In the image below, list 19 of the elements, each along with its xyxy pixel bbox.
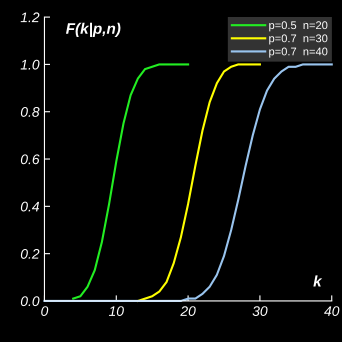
y-tick-label: 0.2: [20, 248, 40, 259]
y-tick-label: 0.8: [20, 107, 40, 117]
x-tick-label: 0: [41, 306, 48, 316]
y-tick-label: 0.0: [20, 296, 40, 306]
x-tick-label: 30: [252, 306, 268, 316]
legend-label: p=0.7 n=40: [269, 48, 328, 58]
x-tick-label: 40: [324, 306, 340, 316]
y-tick-label: 1.0: [20, 60, 40, 70]
line-series: [72, 63, 190, 300]
y-tick-label: 0.4: [20, 202, 40, 212]
x-tick-label: 10: [108, 306, 124, 316]
x-tick-label: 20: [180, 306, 196, 316]
legend-label: p=0.7 n=30: [269, 34, 328, 44]
y-axis-title: F(k|p,n): [66, 22, 120, 37]
y-tick-label: 0.6: [20, 154, 40, 164]
line-series: [136, 63, 261, 302]
legend-label: p=0.5 n=20: [269, 21, 328, 32]
y-tick-label: 1.2: [20, 12, 40, 22]
x-axis-title: k: [313, 275, 322, 286]
